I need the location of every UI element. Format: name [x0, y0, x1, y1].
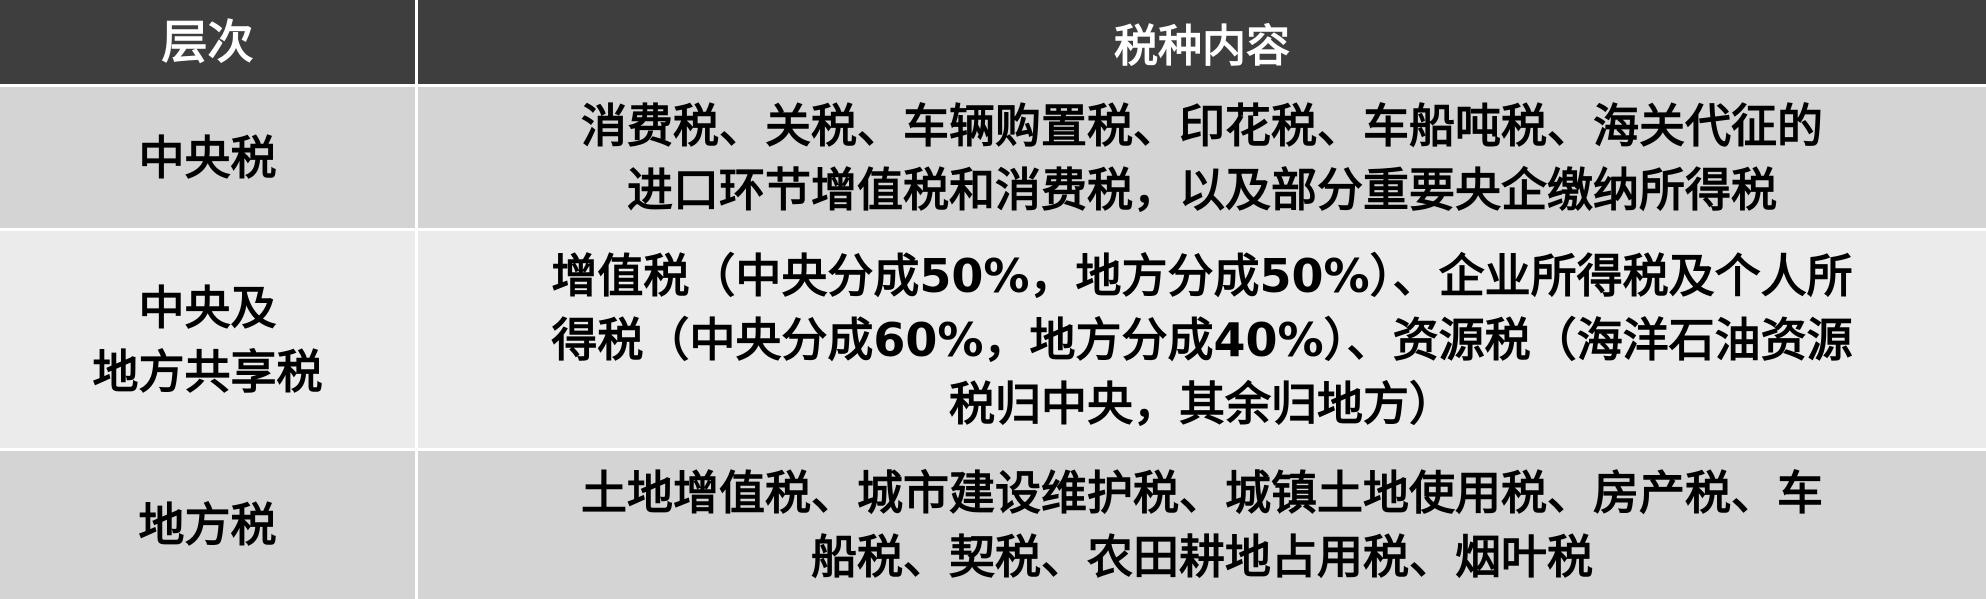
row-local-tier: 地方税 [0, 448, 418, 599]
row-shared-content: 增值税（中央分成50%，地方分成50%）、企业所得税及个人所 得税（中央分成60… [418, 228, 1986, 448]
row-local-content: 土地增值税、城市建设维护税、城镇土地使用税、房产税、车 船税、契税、农田耕地占用… [418, 448, 1986, 599]
header-tier: 层次 [0, 0, 418, 84]
header-tax-content: 税种内容 [418, 0, 1986, 84]
row-central-tier: 中央税 [0, 84, 418, 228]
row-shared-tier: 中央及 地方共享税 [0, 228, 418, 448]
row-central-content: 消费税、关税、车辆购置税、印花税、车船吨税、海关代征的 进口环节增值税和消费税，… [418, 84, 1986, 228]
